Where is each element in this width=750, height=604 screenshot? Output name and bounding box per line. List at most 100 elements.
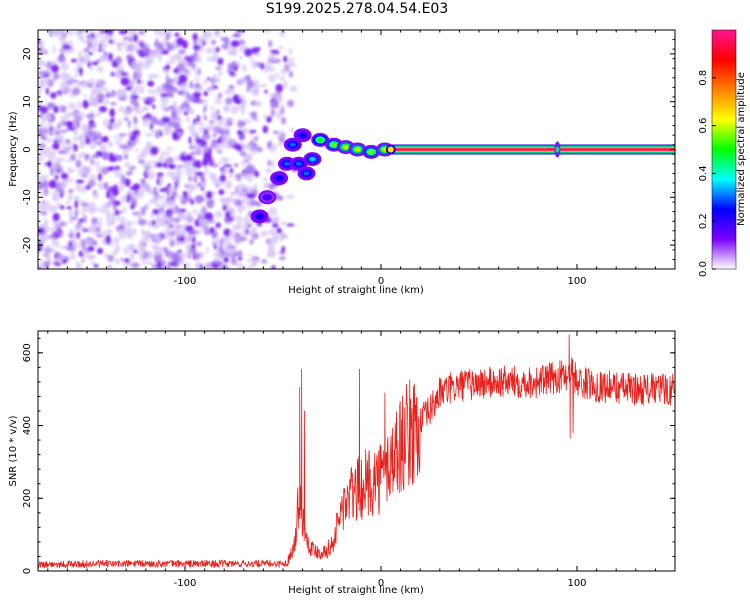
noise-speckle	[282, 80, 288, 89]
noise-speckle	[212, 73, 217, 79]
noise-speckle	[155, 86, 161, 92]
noise-speckle	[60, 62, 70, 71]
noise-speckle	[240, 127, 249, 134]
noise-speckle	[195, 58, 201, 62]
noise-speckle	[39, 60, 47, 68]
noise-speckle	[83, 47, 90, 53]
noise-speckle	[46, 102, 56, 107]
noise-speckle	[50, 92, 57, 99]
noise-speckle	[80, 202, 89, 207]
figure-title: S199.2025.278.04.54.E03	[266, 1, 449, 17]
noise-speckle	[48, 179, 57, 189]
noise-speckle	[131, 60, 137, 68]
noise-speckle	[52, 197, 60, 202]
noise-speckle	[114, 258, 120, 265]
noise-speckle	[45, 87, 50, 95]
noise-speckle	[123, 247, 129, 255]
noise-speckle	[214, 210, 223, 219]
colorbar-tick-label: 0.0	[698, 261, 709, 277]
noise-speckle	[46, 60, 52, 70]
noise-speckle	[215, 46, 220, 53]
noise-speckle	[114, 209, 120, 216]
noise-speckle	[109, 140, 113, 148]
noise-speckle	[188, 123, 196, 133]
noise-speckle	[65, 120, 73, 127]
noise-speckle	[210, 139, 218, 148]
transition-blob	[250, 209, 269, 224]
noise-speckle	[240, 151, 247, 157]
noise-speckle	[77, 200, 86, 204]
noise-speckle	[88, 36, 94, 42]
noise-speckle	[158, 57, 162, 62]
noise-speckle	[225, 211, 231, 218]
noise-speckle	[220, 156, 225, 161]
noise-speckle	[263, 183, 268, 189]
noise-speckle	[180, 151, 188, 155]
noise-speckle	[48, 150, 57, 159]
noise-speckle	[122, 147, 129, 156]
noise-speckle	[288, 48, 293, 55]
noise-speckle	[59, 129, 68, 133]
noise-speckle	[105, 208, 111, 218]
noise-speckle	[227, 88, 236, 95]
noise-speckle	[185, 154, 193, 162]
noise-speckle	[87, 245, 95, 252]
noise-speckle	[59, 218, 64, 223]
noise-speckle	[81, 211, 85, 217]
noise-speckle	[114, 169, 123, 179]
noise-speckle	[57, 89, 63, 97]
noise-speckle	[166, 60, 174, 65]
noise-speckle	[218, 70, 223, 77]
noise-speckle	[152, 159, 157, 166]
noise-speckle	[194, 195, 204, 204]
noise-speckle	[216, 118, 224, 126]
noise-speckle	[40, 132, 45, 140]
noise-speckle	[74, 208, 79, 217]
noise-speckle	[247, 203, 252, 208]
noise-speckle	[56, 253, 65, 262]
noise-speckle	[203, 114, 207, 121]
noise-speckle	[65, 138, 71, 145]
noise-speckle	[45, 244, 51, 250]
noise-speckle	[193, 45, 201, 51]
noise-speckle	[65, 201, 71, 205]
noise-speckle	[49, 30, 54, 38]
noise-speckle	[62, 73, 72, 82]
noise-speckle	[280, 237, 284, 242]
noise-speckle	[72, 87, 81, 96]
noise-speckle	[279, 75, 285, 82]
noise-speckle	[101, 166, 109, 175]
colorbar-tick-label: 0.4	[698, 165, 709, 181]
noise-speckle	[123, 108, 128, 116]
noise-speckle	[78, 112, 85, 118]
noise-speckle	[192, 175, 198, 183]
noise-speckle	[44, 217, 49, 227]
noise-speckle	[45, 138, 54, 143]
noise-speckle	[167, 183, 172, 188]
noise-speckle	[110, 102, 117, 106]
noise-speckle	[169, 81, 174, 87]
noise-speckle	[173, 122, 181, 131]
noise-speckle	[147, 185, 153, 194]
noise-speckle	[94, 32, 101, 38]
noise-speckle	[122, 206, 127, 213]
noise-speckle	[103, 253, 109, 259]
noise-speckle	[107, 254, 114, 262]
noise-speckle	[150, 73, 159, 79]
noise-speckle	[130, 165, 136, 170]
noise-speckle	[228, 207, 236, 214]
noise-speckle	[135, 109, 144, 115]
noise-speckle	[135, 148, 140, 152]
noise-speckle	[192, 132, 198, 140]
noise-speckle	[191, 236, 196, 244]
noise-speckle	[278, 130, 286, 138]
noise-speckle	[133, 85, 139, 91]
noise-speckle	[262, 30, 271, 33]
noise-speckle	[61, 260, 67, 264]
transition-blob	[311, 132, 330, 147]
noise-speckle	[108, 156, 118, 163]
colorbar-ticks: 0.0 0.2 0.4 0.6 0.8	[698, 70, 716, 277]
noise-speckle	[138, 159, 145, 165]
noise-speckle	[190, 151, 197, 156]
noise-speckle	[78, 33, 85, 42]
